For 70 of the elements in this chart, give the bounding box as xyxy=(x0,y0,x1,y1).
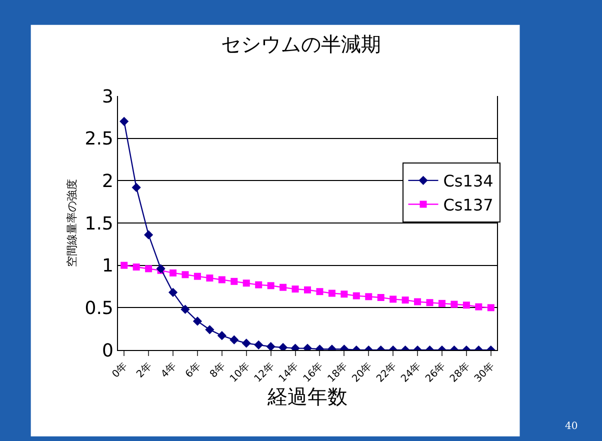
x-tick-label: 14年 xyxy=(276,360,301,385)
x-tick-label: 12年 xyxy=(252,360,276,385)
point xyxy=(230,278,238,285)
point xyxy=(120,262,128,269)
y-tick-label: 0 xyxy=(102,340,114,362)
point xyxy=(328,290,336,297)
point xyxy=(218,276,226,284)
point xyxy=(194,272,201,280)
x-tick-label: 6年 xyxy=(183,360,204,380)
x-tick-label: 20年 xyxy=(350,360,374,385)
chart-title: セシウムの半減期 xyxy=(221,32,381,56)
point xyxy=(316,288,324,296)
x-tick-label: 8年 xyxy=(208,360,228,380)
y-axis-title: 空間線量率の強度 xyxy=(65,179,78,267)
point xyxy=(450,300,458,308)
point xyxy=(280,284,287,291)
point xyxy=(255,281,262,288)
y-tick-label: 2.5 xyxy=(84,128,114,150)
point xyxy=(340,290,348,298)
x-axis-title: 経過年数 xyxy=(266,384,348,409)
point xyxy=(180,304,190,314)
legend-label: Cs137 xyxy=(443,195,494,214)
x-tick-label: 30年 xyxy=(472,360,497,385)
x-tick-label: 26年 xyxy=(423,360,448,385)
legend-label: Cs134 xyxy=(443,172,494,191)
point xyxy=(292,286,299,293)
x-tick-label: 24年 xyxy=(398,360,424,385)
point xyxy=(414,298,422,306)
point xyxy=(230,335,239,344)
point xyxy=(266,342,276,350)
x-tick-label: 2年 xyxy=(134,360,154,380)
y-tick-label: 1 xyxy=(102,256,114,277)
x-tick-label: 16年 xyxy=(300,360,326,385)
point xyxy=(365,293,372,300)
y-tick-label: 1.5 xyxy=(84,213,114,234)
point xyxy=(254,340,264,350)
point xyxy=(205,325,214,334)
x-tick-label: 22年 xyxy=(374,360,399,385)
point xyxy=(144,230,154,240)
point xyxy=(182,271,189,278)
point xyxy=(217,331,226,340)
y-tick-label: 0.5 xyxy=(84,298,114,319)
point xyxy=(242,280,250,287)
x-tick-label: 10年 xyxy=(227,360,252,385)
point xyxy=(170,269,177,276)
point xyxy=(377,294,384,302)
point xyxy=(475,303,482,310)
x-tick-label: 28年 xyxy=(448,360,472,385)
x-tick-label: 4年 xyxy=(158,360,179,380)
point xyxy=(132,264,140,271)
point xyxy=(304,286,311,294)
text: 40 xyxy=(565,421,578,432)
x-tick-label: 0年 xyxy=(110,360,130,380)
point xyxy=(390,296,397,303)
point xyxy=(145,265,152,272)
point xyxy=(352,292,360,300)
point xyxy=(192,316,202,326)
point xyxy=(462,302,470,309)
point xyxy=(267,282,274,290)
point xyxy=(242,338,251,348)
point xyxy=(438,300,446,307)
point xyxy=(402,296,409,304)
point xyxy=(168,288,178,297)
point xyxy=(487,304,494,312)
point xyxy=(206,274,214,282)
y-tick-label: 2 xyxy=(102,170,114,192)
point xyxy=(156,264,166,274)
point xyxy=(426,299,434,306)
y-tick-label: 3 xyxy=(102,86,114,108)
x-tick-label: 18年 xyxy=(325,360,350,385)
